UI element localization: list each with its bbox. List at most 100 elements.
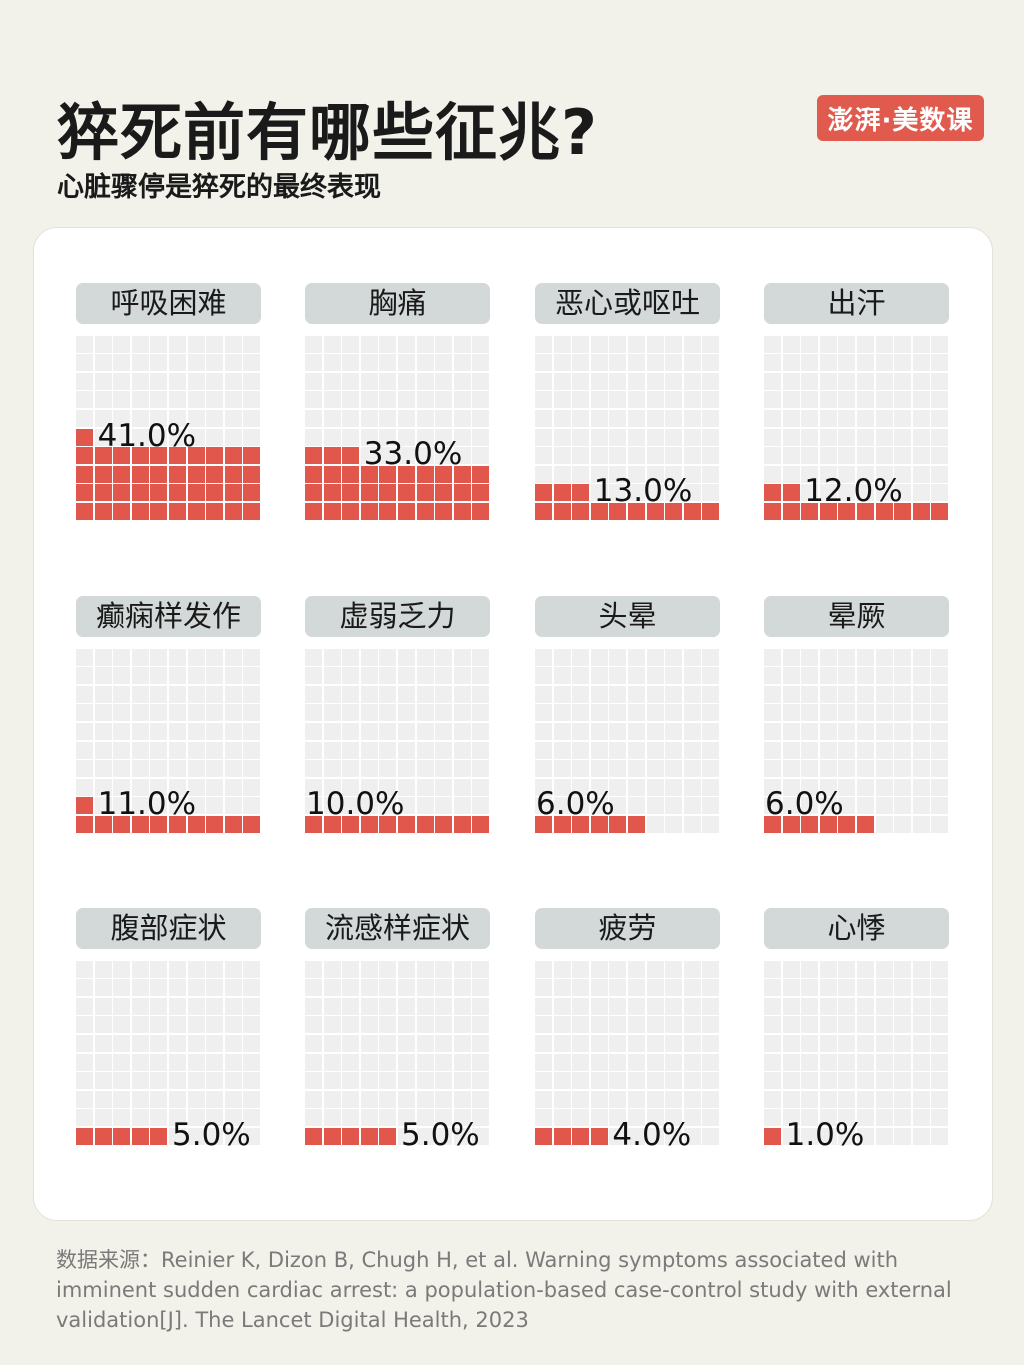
waffle-cell-empty <box>94 1016 112 1034</box>
waffle-cell-empty <box>150 1016 168 1034</box>
waffle-cell-empty <box>342 1035 360 1052</box>
waffle-cell-filled <box>838 503 856 520</box>
waffle-cell-empty <box>572 1035 590 1052</box>
waffle-cell-empty <box>683 354 701 372</box>
waffle-cell-empty <box>187 997 205 1015</box>
waffle-cell-empty <box>819 372 837 390</box>
waffle-cell-empty <box>342 354 360 372</box>
waffle-cell-empty <box>801 484 819 502</box>
waffle-cell-filled <box>169 816 186 833</box>
waffle-cell-empty <box>819 465 837 483</box>
waffle-cell-empty <box>764 704 781 722</box>
waffle-cell-empty <box>206 1072 224 1090</box>
waffle-cell-empty <box>94 704 112 722</box>
waffle-cell-empty <box>243 1128 261 1145</box>
value-label: 5.0% <box>172 1117 251 1153</box>
waffle-cell-empty <box>187 648 205 666</box>
waffle-cell-empty <box>801 372 819 390</box>
waffle-cell-empty <box>838 741 856 759</box>
waffle-cell-empty <box>398 667 415 685</box>
waffle-cell-empty <box>342 1090 360 1108</box>
waffle-cell-empty <box>628 465 645 483</box>
waffle-cell-empty <box>150 1053 168 1071</box>
waffle-cell-empty <box>187 1016 205 1034</box>
waffle-cell-empty <box>628 760 645 778</box>
waffle-cell-empty <box>131 1109 149 1127</box>
waffle-panel: 晕厥 6.0% <box>764 596 949 836</box>
waffle-cell-empty <box>819 685 837 703</box>
waffle-cell-empty <box>131 685 149 703</box>
waffle-cell-empty <box>243 797 261 815</box>
waffle-cell-empty <box>206 704 224 722</box>
waffle-cell-empty <box>453 741 471 759</box>
waffle-cell-empty <box>323 410 341 427</box>
waffle-cell-empty <box>894 778 912 796</box>
waffle-cell-empty <box>360 648 378 666</box>
waffle-cell-filled <box>305 1128 322 1145</box>
waffle-cell-empty <box>646 428 664 446</box>
waffle-cell-empty <box>243 1016 261 1034</box>
waffle-cell-empty <box>609 1035 627 1052</box>
waffle-cell-empty <box>912 465 930 483</box>
waffle-cell-filled <box>342 503 360 520</box>
waffle-cell-empty <box>912 1109 930 1127</box>
waffle-cell-empty <box>472 447 490 465</box>
waffle-cell-empty <box>416 354 434 372</box>
waffle-cell-empty <box>169 741 186 759</box>
waffle-cell-empty <box>683 447 701 465</box>
waffle-cell-empty <box>535 1072 552 1090</box>
waffle-cell-empty <box>590 391 608 409</box>
waffle-cell-empty <box>764 960 781 978</box>
waffle-cell-empty <box>609 685 627 703</box>
waffle-cell-empty <box>665 484 683 502</box>
waffle-cell-empty <box>342 648 360 666</box>
waffle-cell-filled <box>243 816 261 833</box>
waffle-cell-empty <box>931 741 949 759</box>
waffle-cell-empty <box>702 1109 720 1127</box>
waffle-cell-empty <box>609 667 627 685</box>
waffle-cell-empty <box>838 1072 856 1090</box>
waffle-cell-empty <box>379 354 397 372</box>
waffle-cell-empty <box>305 1090 322 1108</box>
waffle-cell-empty <box>702 1072 720 1090</box>
waffle-cell-empty <box>628 410 645 427</box>
waffle-cell-empty <box>912 685 930 703</box>
waffle-cell-empty <box>131 723 149 740</box>
waffle-cell-empty <box>683 648 701 666</box>
waffle-cell-empty <box>572 960 590 978</box>
waffle-cell-empty <box>931 1109 949 1127</box>
waffle-cell-empty <box>187 723 205 740</box>
waffle-cell-empty <box>646 372 664 390</box>
waffle-cell-empty <box>646 484 664 502</box>
waffle-cell-empty <box>131 354 149 372</box>
waffle-cell-empty <box>224 1109 242 1127</box>
waffle-cell-filled <box>206 447 224 465</box>
waffle-cell-empty <box>206 648 224 666</box>
waffle-cell-empty <box>782 428 800 446</box>
waffle-cell-empty <box>224 797 242 815</box>
waffle-cell-filled <box>243 484 261 502</box>
waffle-cell-empty <box>931 778 949 796</box>
waffle-cell-empty <box>187 667 205 685</box>
waffle-cell-empty <box>187 1109 205 1127</box>
waffle-cell-empty <box>931 465 949 483</box>
category-label: 疲劳 <box>535 908 720 949</box>
waffle-cell-empty <box>857 447 874 465</box>
waffle-cell-filled <box>379 1128 397 1145</box>
waffle-cell-empty <box>435 1128 453 1145</box>
value-label: 12.0% <box>804 473 903 510</box>
waffle-cell-empty <box>342 704 360 722</box>
waffle-cell-empty <box>702 648 720 666</box>
page-subtitle: 心脏骤停是猝死的最终表现 <box>57 172 381 203</box>
waffle-grid: 1.0% <box>764 960 949 1151</box>
waffle-cell-empty <box>646 335 664 353</box>
waffle-cell-empty <box>342 960 360 978</box>
value-label: 5.0% <box>401 1117 480 1153</box>
waffle-cell-empty <box>360 428 378 446</box>
waffle-cell-filled <box>305 816 322 833</box>
waffle-cell-empty <box>912 391 930 409</box>
waffle-cell-empty <box>875 997 893 1015</box>
waffle-cell-empty <box>224 1053 242 1071</box>
category-label: 头晕 <box>535 596 720 637</box>
waffle-cell-empty <box>665 410 683 427</box>
